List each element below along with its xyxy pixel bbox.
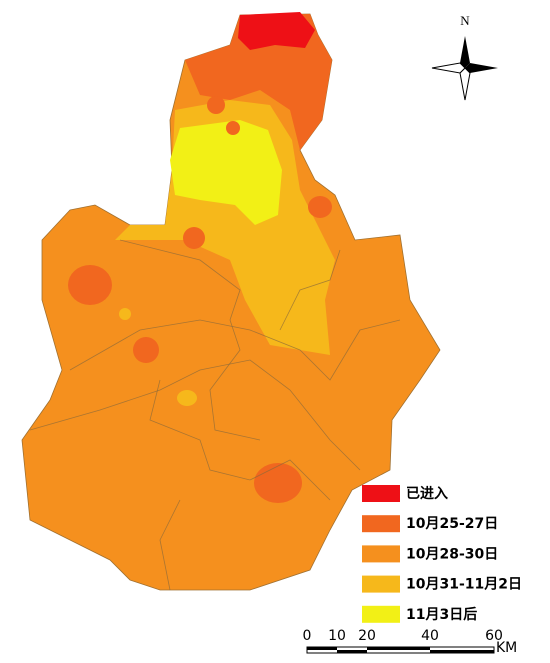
legend-label: 11月3日后 — [406, 606, 477, 623]
scale-label: 40 — [421, 628, 439, 644]
legend-swatch — [362, 545, 400, 563]
scale-unit: KM — [496, 640, 517, 656]
scale-bar-segment — [367, 647, 430, 650]
legend-swatch — [362, 485, 400, 502]
map-regions — [21, 12, 441, 591]
legend-label: 10月25-27日 — [406, 516, 498, 532]
scale-bar-segment — [337, 650, 367, 653]
legend-swatch — [362, 515, 400, 533]
scale-label: 20 — [358, 628, 376, 644]
legend-swatch — [362, 605, 400, 623]
legend-swatch — [362, 575, 400, 593]
north-arrow: N — [431, 13, 498, 101]
north-label: N — [460, 13, 470, 28]
legend-label: 10月31-11月2日 — [406, 577, 522, 593]
scale-bar-segment — [430, 650, 494, 653]
legend-label: 已进入 — [406, 486, 448, 502]
legend-label: 10月28-30日 — [406, 546, 498, 562]
scale-label: 0 — [303, 628, 312, 644]
legend: 已进入 10月25-27日 10月28-30日 10月31-11月2日 11月3日后 — [362, 485, 522, 623]
scale-label: 10 — [328, 628, 346, 644]
scale-label: 60 — [485, 628, 503, 644]
scale-bar-segment — [307, 647, 337, 650]
